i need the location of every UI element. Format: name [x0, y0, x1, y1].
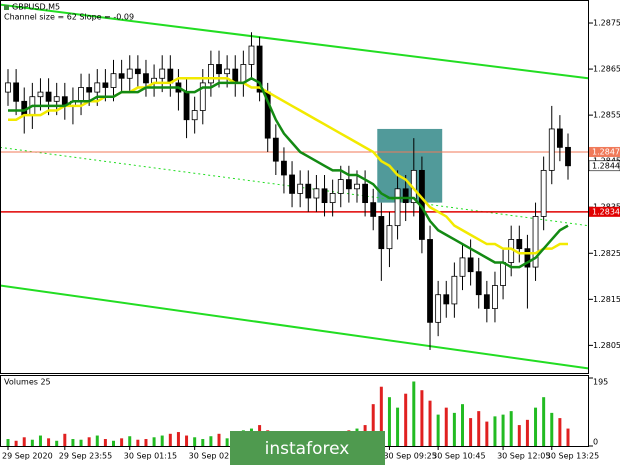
candle-body: [532, 216, 539, 268]
watermark-bg: [230, 431, 385, 465]
moving-average: [8, 76, 569, 269]
candle-body: [451, 275, 458, 305]
candle-body: [126, 68, 133, 79]
channel-lower: [0, 284, 589, 370]
volume-tick-label: 0: [593, 438, 598, 447]
candle-body: [540, 169, 547, 217]
candle-body: [224, 68, 231, 75]
y-tick-label: 1.2825: [593, 249, 620, 258]
candle-body: [394, 188, 401, 227]
candle-body: [289, 174, 295, 194]
candle-body: [240, 64, 247, 84]
x-tick-label: 30 Sep 09:25: [383, 452, 436, 461]
candle-body: [256, 45, 263, 93]
candle-body: [492, 285, 498, 309]
candle-body: [143, 73, 149, 84]
candle-body: [272, 137, 279, 162]
y-tick-label: 1.2865: [593, 65, 620, 74]
last-price-label: 1.2844: [592, 161, 620, 170]
candle-body: [134, 68, 141, 75]
candle-body: [378, 216, 385, 250]
symbol-icon: [4, 5, 9, 10]
x-tick-label: 30 Sep 01:15: [124, 452, 177, 461]
x-tick-label: 30 Sep 13:25: [546, 452, 599, 461]
candle-body: [435, 294, 442, 323]
level-label-bg: [589, 146, 620, 157]
candle-body: [45, 91, 52, 102]
x-tick-label: 30 Sep 10:45: [432, 452, 485, 461]
x-tick-label: 29 Sep 2020: [2, 452, 53, 461]
candle-body: [321, 188, 328, 204]
candle-body: [207, 64, 214, 84]
x-tick-label: 29 Sep 23:55: [59, 452, 112, 461]
candle-body: [467, 257, 474, 273]
candle-body: [354, 183, 360, 190]
volume-title: Volumes 25: [4, 378, 51, 387]
candle-body: [337, 179, 344, 194]
candle-body: [313, 188, 320, 199]
level-label-bg: [589, 206, 620, 217]
watermark: instaforex: [265, 439, 350, 459]
price-panel-frame: [0, 0, 589, 374]
candle-body: [248, 45, 255, 65]
candle-body: [362, 183, 369, 204]
candle-body: [216, 64, 222, 75]
candle-body: [565, 146, 571, 167]
x-tick-label: 30 Sep 02:45: [189, 452, 242, 461]
level-label: 1.2834: [592, 207, 620, 216]
candle-body: [86, 87, 93, 93]
candle-body: [370, 202, 377, 217]
level-label: 1.2847: [592, 147, 620, 156]
candle-body: [500, 262, 506, 286]
candle-body: [159, 68, 166, 79]
candle-body: [199, 82, 206, 111]
moving-average: [8, 77, 568, 255]
candle-body: [483, 294, 490, 309]
candle-body: [191, 110, 198, 121]
candle-body: [281, 160, 287, 176]
candle-body: [53, 96, 60, 102]
candle-body: [386, 225, 393, 250]
candle-body: [402, 188, 409, 204]
candle-body: [516, 239, 523, 250]
y-tick-label: 1.2805: [593, 341, 620, 350]
candle-body: [78, 87, 84, 102]
candle-body: [297, 183, 304, 194]
candle-body: [345, 179, 352, 190]
y-tick-label: 1.2855: [593, 111, 620, 120]
candle-body: [548, 128, 555, 171]
candle-body: [443, 294, 450, 305]
y-tick-label: 1.2815: [593, 295, 620, 304]
candle-body: [329, 193, 336, 204]
candle-body: [118, 73, 125, 79]
candle-body: [459, 257, 466, 277]
candle-body: [13, 82, 20, 102]
candle-body: [427, 239, 433, 323]
volume-tick-label: 195: [593, 378, 608, 387]
candle-body: [94, 82, 101, 93]
candle-body: [37, 91, 44, 98]
chart-subtitle: Channel size = 62 Slope = -0.09: [4, 13, 134, 22]
candle-body: [524, 248, 531, 268]
last-price-bg: [588, 160, 620, 172]
candle-body: [102, 82, 109, 88]
y-tick-label: 1.2875: [593, 19, 620, 28]
candle-body: [5, 82, 11, 93]
plot: [0, 3, 589, 370]
channel-upper: [0, 3, 589, 80]
candle-body: [556, 128, 563, 148]
candle-body: [183, 91, 190, 121]
candle-body: [475, 271, 482, 296]
chart-title: GBPUSD,M5: [12, 3, 60, 12]
candle-body: [110, 73, 117, 88]
candle-body: [305, 183, 312, 199]
x-tick-label: 30 Sep 12:05: [497, 452, 550, 461]
